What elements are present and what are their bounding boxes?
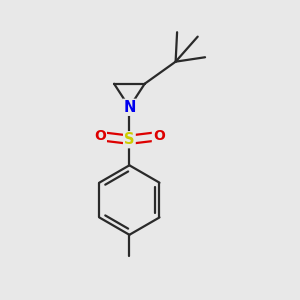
Text: S: S xyxy=(124,132,135,147)
Text: N: N xyxy=(123,100,136,115)
Text: O: O xyxy=(94,129,106,143)
Text: O: O xyxy=(153,129,165,143)
